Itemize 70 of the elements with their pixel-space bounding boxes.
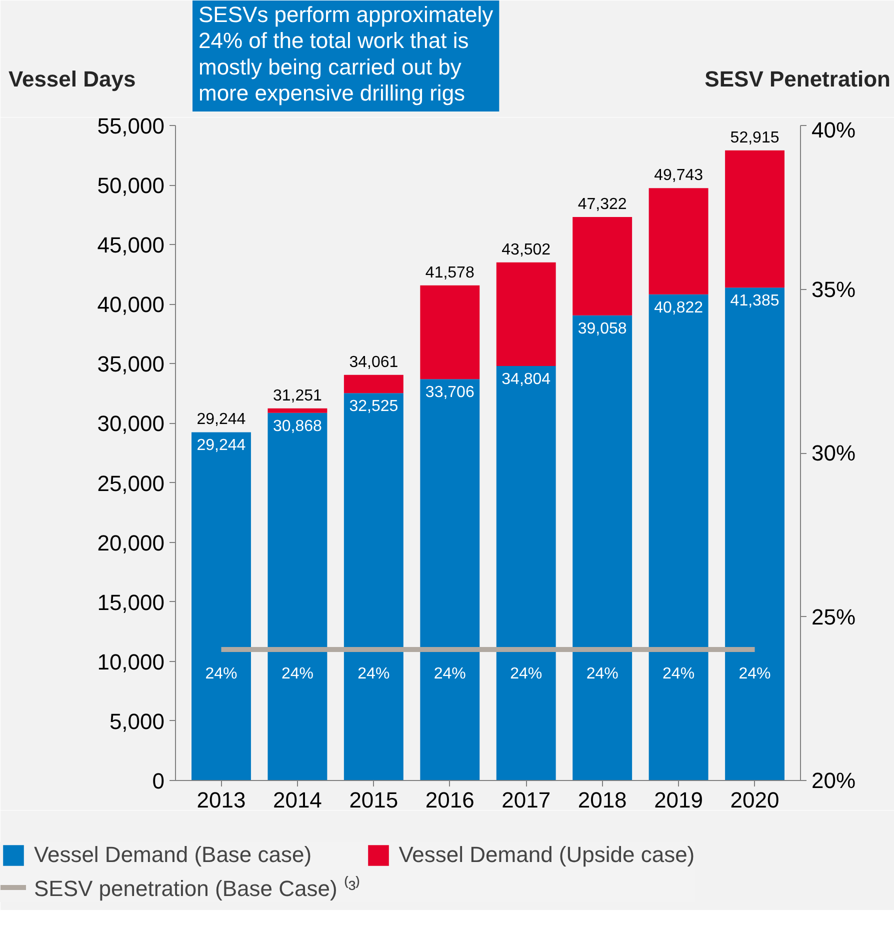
y-tick-label: 5,000	[109, 708, 165, 734]
bar	[496, 262, 556, 366]
data-label: 24%	[205, 666, 238, 682]
y2-tick-label: 25%	[812, 604, 856, 630]
data-label: 24%	[358, 666, 390, 682]
legend-label: Vessel Demand (Base case)	[34, 842, 312, 868]
bar	[648, 188, 708, 294]
data-label: 33,706	[425, 384, 474, 402]
data-label: 29,244	[196, 437, 246, 454]
y2-tick-label: 20%	[812, 768, 856, 793]
data-label: 24%	[738, 666, 771, 682]
data-label: 39,058	[578, 320, 627, 338]
legend-label: SESV penetration (Base Case) ⁽³⁾	[34, 875, 361, 902]
x-tick-label: 2018	[578, 788, 627, 812]
data-label: 32,525	[349, 398, 398, 416]
data-label: 24%	[586, 666, 618, 682]
x-tick-label: 2020	[730, 788, 780, 812]
data-label: 24%	[281, 666, 314, 682]
bar	[496, 366, 556, 780]
data-label: 24%	[434, 666, 466, 682]
total-label: 31,251	[272, 387, 322, 404]
y-tick-label: 0	[152, 768, 165, 794]
x-tick-label: 2017	[502, 788, 551, 812]
x-tick-label: 2013	[196, 788, 246, 812]
x-tick-label: 2019	[654, 788, 704, 812]
text: SESVs perform approximately 24% of the total work that is mostly being carried out by more expensive drilling rigs	[198, 2, 494, 106]
data-label: 41,385	[730, 292, 780, 310]
bar	[572, 315, 632, 780]
total-label: 34,061	[349, 354, 398, 371]
bar	[572, 216, 632, 316]
data-label: 24%	[662, 666, 695, 682]
total-label: 29,244	[196, 411, 246, 428]
y2-tick-label: 35%	[812, 276, 856, 302]
total-label: 47,322	[578, 196, 627, 213]
bar	[725, 288, 784, 780]
legend-label: Vessel Demand (Upside case)	[398, 842, 695, 868]
x-tick-label: 2015	[349, 788, 398, 812]
x-tick-label: 2016	[425, 788, 474, 812]
y-tick-label: 35,000	[97, 352, 165, 377]
bar	[725, 150, 784, 288]
bar	[420, 285, 480, 380]
y-tick-label: 10,000	[97, 649, 165, 674]
data-label: 34,804	[502, 371, 551, 388]
y-tick-label: 55,000	[97, 114, 165, 138]
y-tick-label: 25,000	[97, 470, 165, 496]
y-tick-label: 30,000	[97, 411, 165, 436]
y-tick-label: 15,000	[97, 590, 165, 615]
bar	[268, 408, 328, 413]
total-label: 43,502	[502, 241, 551, 258]
total-label: 52,915	[730, 129, 780, 146]
data-label: 40,822	[654, 299, 704, 316]
y2-axis-title: SESV Penetration	[704, 66, 891, 92]
y-tick-label: 45,000	[97, 232, 165, 258]
x-tick-label: 2014	[272, 788, 322, 812]
bar	[648, 294, 708, 780]
y-axis-title: Vessel Days	[8, 66, 136, 92]
y-tick-label: 20,000	[97, 530, 165, 556]
bar	[192, 432, 251, 780]
y2-tick-label: 40%	[812, 118, 856, 142]
y2-tick-label: 30%	[812, 440, 856, 466]
bar	[344, 393, 404, 780]
bar	[268, 412, 328, 780]
data-label: 30,868	[272, 418, 322, 435]
y-tick-label: 40,000	[97, 292, 165, 318]
y-tick-label: 50,000	[97, 173, 165, 198]
bar	[420, 379, 480, 780]
bar	[344, 374, 404, 394]
total-label: 49,743	[654, 167, 704, 184]
total-label: 41,578	[425, 264, 474, 282]
data-label: 24%	[510, 666, 542, 682]
